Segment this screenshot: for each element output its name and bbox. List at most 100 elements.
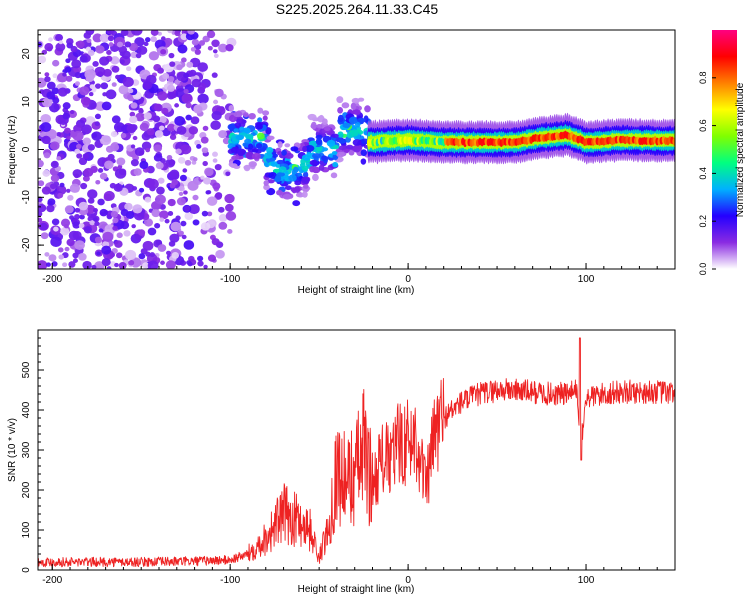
noise-cell <box>56 131 62 137</box>
transition-cell <box>336 151 345 158</box>
noise-cell <box>167 198 176 207</box>
noise-cell <box>87 197 95 204</box>
transition-cell <box>315 137 323 146</box>
noise-cell <box>42 169 51 177</box>
noise-cell <box>139 122 149 132</box>
noise-cell <box>167 211 174 216</box>
transition-cell <box>274 174 282 183</box>
transition-cell <box>290 146 299 152</box>
noise-cell <box>76 40 85 49</box>
noise-cell <box>44 72 50 77</box>
noise-cell <box>55 42 66 52</box>
transition-cell <box>337 107 344 114</box>
noise-cell <box>108 42 114 47</box>
noise-cell <box>86 38 92 44</box>
noise-cell <box>178 191 184 196</box>
transition-cell <box>231 155 240 160</box>
noise-cell <box>196 144 202 149</box>
y-tick-label: 100 <box>21 521 32 538</box>
noise-cell <box>111 65 120 73</box>
colorbar-tick-label: 0.0 <box>698 263 708 276</box>
noise-cell <box>137 229 146 236</box>
colorbar-tick-label: 0.2 <box>698 215 708 228</box>
noise-cell <box>181 93 193 104</box>
noise-cell <box>71 59 82 69</box>
noise-cell <box>187 180 199 191</box>
transition-cell <box>282 193 292 200</box>
noise-cell <box>43 152 51 159</box>
transition-cell <box>234 122 242 129</box>
noise-cell <box>40 122 52 133</box>
colorbar-label: Normalized spectral amplitude <box>735 82 746 217</box>
noise-cell <box>87 49 95 57</box>
noise-cell <box>218 221 228 230</box>
transition-cell <box>307 113 317 121</box>
noise-cell <box>154 103 163 112</box>
noise-cell <box>107 35 115 42</box>
noise-cell <box>76 143 82 149</box>
noise-cell <box>103 68 112 77</box>
noise-cell <box>120 133 127 139</box>
noise-cell <box>150 30 159 36</box>
noise-cell <box>178 230 184 236</box>
spectrogram-x-ticks: -200 -100 0 100 <box>42 263 676 285</box>
transition-cell <box>353 109 361 115</box>
transition-cell <box>278 166 287 173</box>
noise-cell <box>64 246 70 252</box>
transition-cell <box>302 191 308 198</box>
noise-cell <box>58 254 65 260</box>
noise-cell <box>104 160 114 170</box>
noise-cell <box>160 260 165 265</box>
noise-cell <box>99 172 108 180</box>
transition-cell <box>267 179 275 184</box>
noise-cell <box>90 165 98 174</box>
snr-panel: -200 -100 0 100 0 100 200 300 400 500 Height of … <box>7 329 676 595</box>
noise-cell <box>138 150 145 156</box>
transition-cell <box>292 200 301 207</box>
noise-cell <box>180 33 188 41</box>
noise-cell <box>169 92 176 99</box>
noise-cell <box>203 264 208 269</box>
noise-cell <box>214 192 223 200</box>
noise-cell <box>153 153 163 162</box>
transition-cell <box>228 104 235 112</box>
noise-cell <box>160 36 166 41</box>
transition-cell <box>348 116 358 124</box>
noise-cell <box>184 212 194 220</box>
y-tick-label: 200 <box>21 481 32 498</box>
noise-cell <box>87 144 95 151</box>
transition-cell <box>302 145 307 153</box>
transition-cell <box>265 127 272 135</box>
transition-cell <box>257 107 264 114</box>
transition-cell <box>309 165 315 173</box>
noise-cell <box>94 236 103 244</box>
noise-cell <box>190 46 197 52</box>
noise-cell <box>189 69 197 77</box>
transition-cell <box>338 139 347 144</box>
noise-cell <box>157 177 165 184</box>
noise-cell <box>116 252 123 259</box>
noise-cell <box>135 112 145 122</box>
transition-cell <box>248 143 254 150</box>
noise-cell <box>188 204 200 215</box>
noise-cell <box>56 156 62 161</box>
transition-cell <box>350 102 357 110</box>
noise-cell <box>102 231 114 242</box>
noise-cell <box>74 213 81 220</box>
noise-cell <box>79 86 90 96</box>
noise-cell <box>115 74 121 80</box>
noise-cell <box>74 148 81 154</box>
noise-cell <box>38 204 47 213</box>
noise-cell <box>206 30 216 39</box>
noise-cell <box>157 31 162 36</box>
noise-cell <box>154 130 164 138</box>
noise-cell <box>82 153 89 160</box>
noise-cell <box>143 41 149 47</box>
noise-cell <box>81 124 92 135</box>
noise-cell <box>158 125 165 131</box>
noise-cell <box>225 171 231 177</box>
noise-cell <box>132 204 143 214</box>
noise-cell <box>169 169 180 179</box>
noise-cell <box>201 147 209 154</box>
noise-cell <box>154 222 161 229</box>
